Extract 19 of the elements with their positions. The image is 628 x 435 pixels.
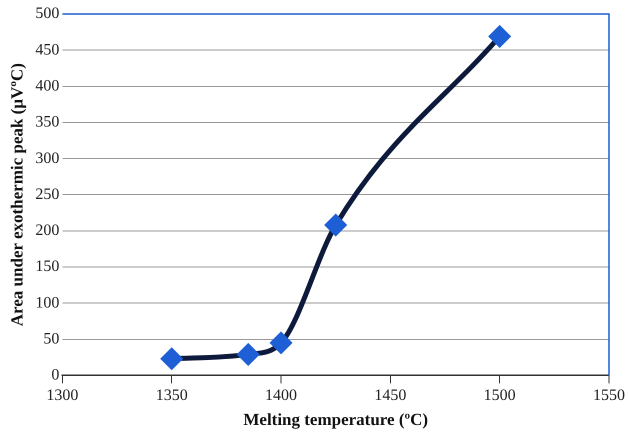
x-tick-label: 1300: [46, 387, 78, 404]
x-tick-label: 1550: [593, 387, 625, 404]
x-tick-label: 1350: [156, 387, 188, 404]
y-tick-label: 200: [35, 222, 60, 240]
y-tick-label: 300: [35, 150, 60, 167]
y-tick-label: 450: [35, 41, 60, 58]
y-tick-label: 150: [35, 258, 60, 276]
y-tick-label: 350: [35, 114, 60, 131]
y-tick-label: 400: [35, 77, 60, 94]
x-tick-label: 1450: [374, 387, 406, 404]
y-tick-label: 0: [51, 366, 60, 384]
y-tick-label: 500: [35, 5, 60, 22]
x-axis-title: Melting temperature (ºC): [243, 410, 428, 430]
x-tick-label: 1500: [484, 387, 516, 404]
y-axis-title: Area under exothermic peak (µVºC): [8, 63, 27, 326]
y-tick-label: 50: [43, 330, 60, 348]
x-tick-label: 1400: [265, 387, 298, 404]
y-tick-label: 250: [35, 186, 60, 203]
y-tick-label: 100: [35, 294, 60, 312]
